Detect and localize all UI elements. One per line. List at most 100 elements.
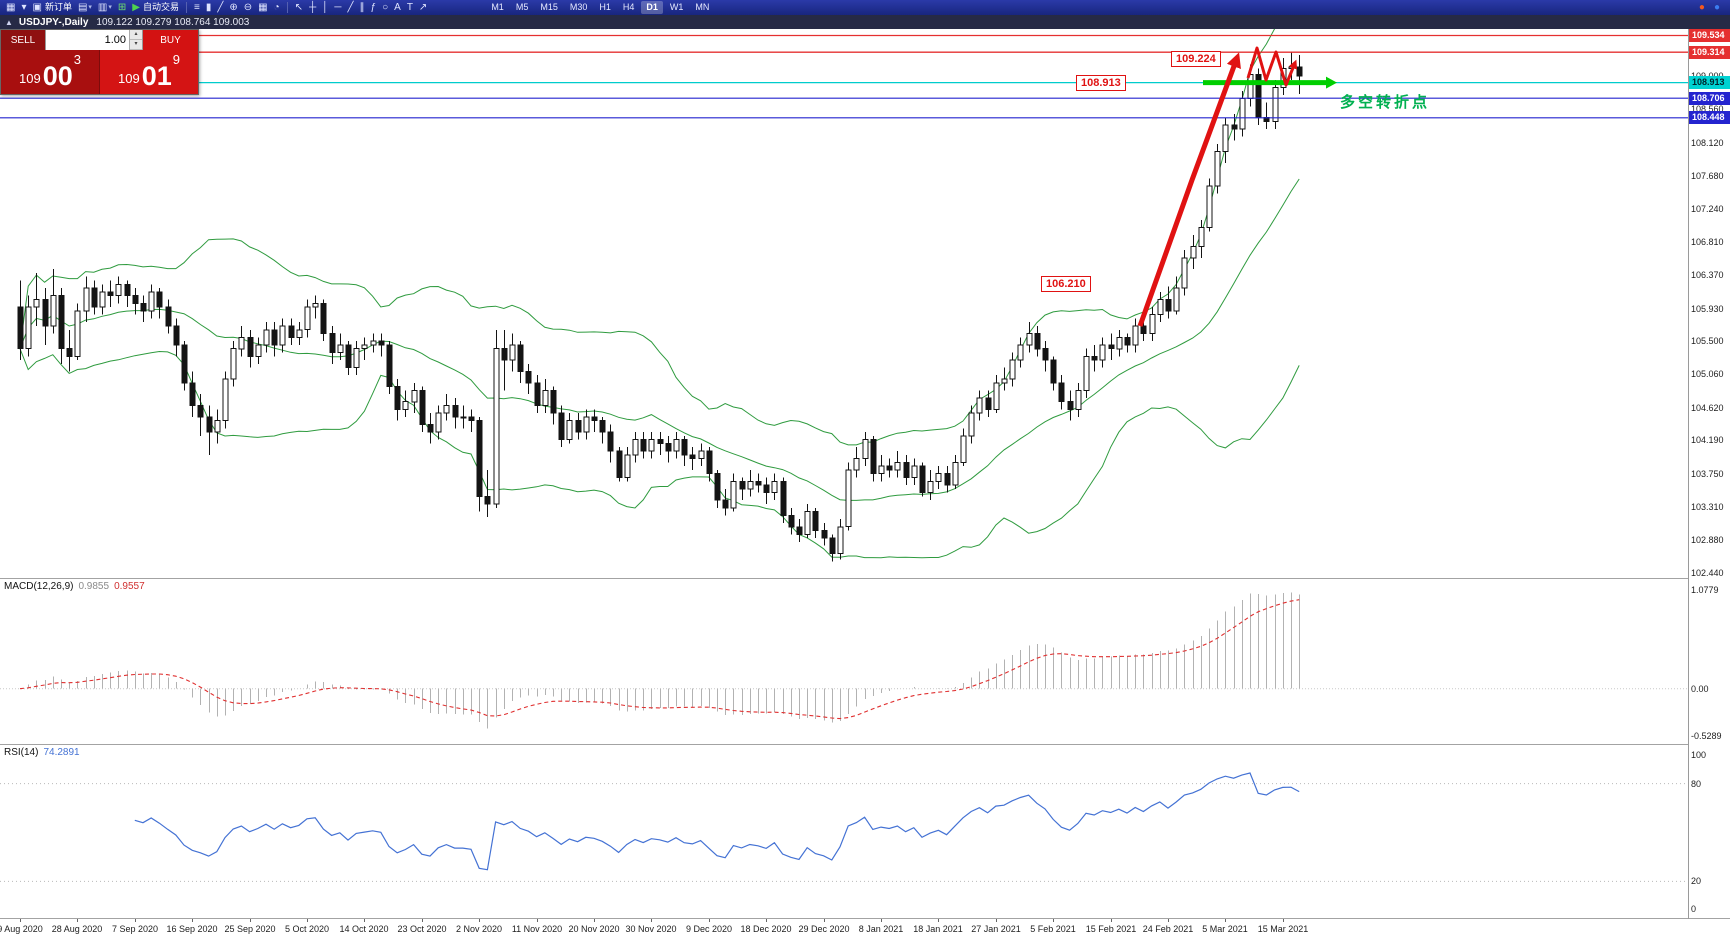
annotation-price-label-109224[interactable]: 109.224 xyxy=(1171,51,1221,67)
toolbar-left-group: ▦ ▾ ▣ 新订单 ▤ ▾ ▥ ▾ ⊞ ▶ 自动交易 ≡ ▮ ╱ ⊕ ⊖ ▦ ◔ ↖ ┼ │ ─ ╱ ∥ ƒ ○ A T ↗ xyxy=(3,1,430,14)
candle xyxy=(829,537,836,554)
timeframe-w1-button[interactable]: W1 xyxy=(669,2,684,12)
annotation-price-label-108913[interactable]: 108.913 xyxy=(1076,75,1126,91)
volume-field[interactable]: 1.00 ▴ ▾ xyxy=(45,30,143,50)
candle xyxy=(1017,344,1024,361)
volume-value[interactable]: 1.00 xyxy=(104,34,126,46)
rsi-axis-label: 100 xyxy=(1691,750,1707,760)
candle xyxy=(550,389,557,414)
mql5-icon[interactable]: ● xyxy=(1711,1,1723,14)
tile-windows-icon[interactable]: ▦ xyxy=(255,1,270,14)
date-tick xyxy=(1168,919,1169,922)
candle xyxy=(1231,124,1238,130)
buy-button[interactable]: BUY xyxy=(143,30,198,50)
candle xyxy=(1206,185,1213,229)
zoom-out-icon[interactable]: ⊖ xyxy=(241,1,255,14)
zigzag-annotation[interactable] xyxy=(1246,46,1298,87)
pivot-point-text[interactable]: 多空转折点 xyxy=(1340,94,1431,111)
new-order-button[interactable]: ▣ 新订单 xyxy=(29,1,74,14)
horizontal-line-icon[interactable]: ─ xyxy=(331,1,344,14)
sell-price-button[interactable]: 109 00 3 xyxy=(1,50,99,94)
ellipse-icon[interactable]: ○ xyxy=(379,1,391,14)
candle xyxy=(968,412,975,437)
chart-menu-caret-icon[interactable]: ▾ xyxy=(18,1,29,14)
channel-icon: ∥ xyxy=(359,2,365,13)
fibonacci-icon[interactable]: ƒ xyxy=(368,1,380,14)
arrow-object-icon[interactable]: ↗ xyxy=(416,1,430,14)
candle xyxy=(165,306,172,327)
trendline-icon[interactable]: ╱ xyxy=(345,1,357,14)
stepper-up-icon[interactable]: ▴ xyxy=(130,30,142,40)
price-axis[interactable]: 109.000 108.560 108.120 107.680 107.240 106.8… xyxy=(1689,29,1730,918)
text-icon[interactable]: A xyxy=(391,1,404,14)
sell-button[interactable]: SELL xyxy=(1,30,45,50)
timeframe-mn-button[interactable]: MN xyxy=(695,2,710,12)
zoom-in-icon[interactable]: ⊕ xyxy=(226,1,240,14)
indicators-icon[interactable]: ⊞ xyxy=(115,1,129,14)
candle xyxy=(714,473,721,501)
vertical-line-icon[interactable]: │ xyxy=(319,1,331,14)
toolbar-right-group: ● ● xyxy=(1696,1,1727,14)
price-badge: 109.314 xyxy=(1689,45,1730,59)
candle xyxy=(985,397,992,410)
pane-separator[interactable] xyxy=(0,744,1730,745)
autoscroll-icon[interactable]: ◔ xyxy=(271,1,283,14)
candle xyxy=(525,370,532,384)
candle xyxy=(878,465,885,475)
trend-arrow[interactable] xyxy=(1137,52,1241,327)
candle xyxy=(468,416,475,422)
stepper-down-icon[interactable]: ▾ xyxy=(130,40,142,50)
candle xyxy=(935,473,942,482)
candle xyxy=(730,480,737,509)
candle xyxy=(1157,299,1164,316)
crosshair-icon[interactable]: ┼ xyxy=(306,1,319,14)
timeframe-m5-button[interactable]: M5 xyxy=(515,2,529,12)
templates-icon[interactable]: ▥ ▾ xyxy=(95,1,115,14)
candle-chart-icon[interactable]: ▮ xyxy=(203,1,215,14)
candle xyxy=(780,480,787,516)
pane-separator[interactable] xyxy=(0,578,1730,579)
profiles-icon[interactable]: ▤ ▾ xyxy=(75,1,95,14)
date-tick xyxy=(1225,919,1226,922)
timeframe-h1-button[interactable]: H1 xyxy=(599,2,611,12)
candle xyxy=(796,526,803,535)
bollinger-middle-band xyxy=(19,178,1300,501)
time-axis[interactable]: 9 Aug 2020 28 Aug 2020 7 Sep 2020 16 Sep 20… xyxy=(0,919,1730,939)
candle xyxy=(665,442,672,452)
chart-menu-caret-icon: ▾ xyxy=(21,2,27,13)
date-label: 9 Dec 2020 xyxy=(685,924,733,934)
timeframe-h4-button[interactable]: H4 xyxy=(622,2,635,12)
candle xyxy=(271,329,278,346)
collapse-panel-arrow-icon[interactable]: ▲ xyxy=(5,17,13,27)
rsi-axis-label: 0 xyxy=(1691,904,1697,914)
date-label: 11 Nov 2020 xyxy=(511,924,563,934)
candle xyxy=(74,310,81,357)
support-line-arrowhead-icon xyxy=(1326,76,1337,89)
macd-main-value: 0.9855 xyxy=(78,581,110,592)
volume-stepper[interactable]: ▴ ▾ xyxy=(129,30,142,50)
timeframe-m15-button[interactable]: M15 xyxy=(540,2,558,12)
rsi-axis-label: 20 xyxy=(1691,876,1702,887)
candle xyxy=(378,340,385,346)
buy-price-button[interactable]: 109 01 9 xyxy=(99,50,198,94)
candle xyxy=(640,439,647,452)
candle xyxy=(1149,314,1156,335)
price-badge: 108.913 xyxy=(1689,76,1730,90)
annotation-price-label-106210[interactable]: 106.210 xyxy=(1041,276,1091,292)
bar-chart-icon[interactable]: ≡ xyxy=(191,1,203,14)
cursor-icon[interactable]: ↖ xyxy=(292,1,306,14)
autotrading-button[interactable]: ▶ 自动交易 xyxy=(129,1,182,14)
candle xyxy=(156,291,163,308)
community-icon[interactable]: ● xyxy=(1696,1,1708,14)
line-chart-icon[interactable]: ╱ xyxy=(214,1,226,14)
chart-window-icon[interactable]: ▦ xyxy=(3,1,18,14)
timeframe-d1-button[interactable]: D1 xyxy=(641,1,663,14)
candle xyxy=(214,420,221,433)
macd-label: MACD(12,26,9) 0.9855 0.9557 xyxy=(4,581,150,592)
candle xyxy=(681,439,688,456)
channel-icon[interactable]: ∥ xyxy=(357,1,368,14)
timeframe-m1-button[interactable]: M1 xyxy=(491,2,504,12)
label-icon[interactable]: T xyxy=(404,1,416,14)
timeframe-m30-button[interactable]: M30 xyxy=(569,2,588,12)
